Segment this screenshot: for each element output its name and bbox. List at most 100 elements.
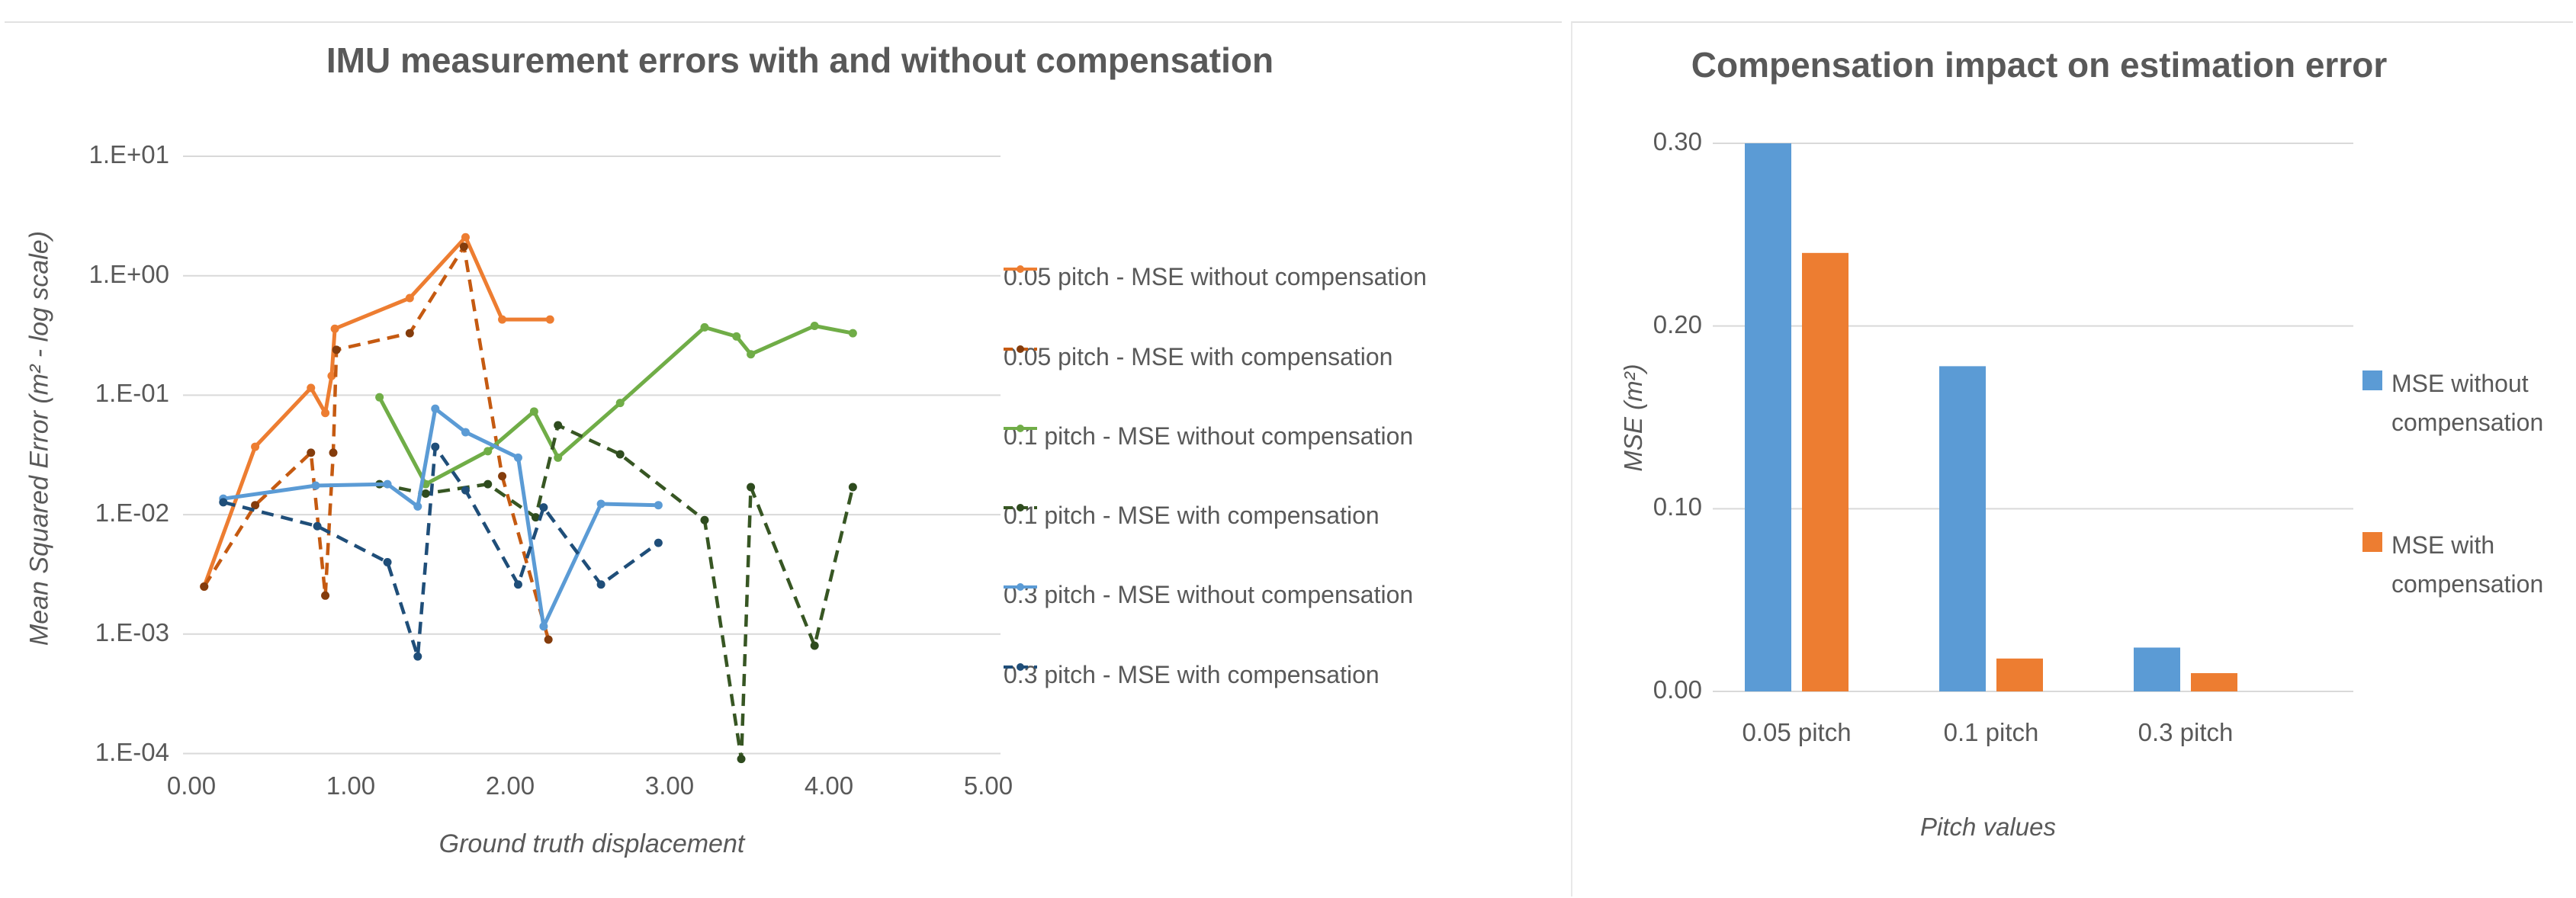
data-point-marker <box>375 393 384 402</box>
x-tick-label: 3.00 <box>644 771 695 800</box>
right-chart-title: Compensation impact on estimation error <box>1691 45 2388 85</box>
legend-swatch-icon <box>2362 370 2382 390</box>
y-tick-label: 0.20 <box>1653 309 1702 338</box>
data-point-marker <box>498 315 507 324</box>
data-point-marker <box>461 428 470 437</box>
series-line-5 <box>223 444 660 659</box>
data-point-marker <box>737 755 746 764</box>
data-point-marker <box>483 447 493 456</box>
y-tick-label: 1.E-01 <box>95 379 169 408</box>
data-point-marker <box>848 329 857 338</box>
data-point-marker <box>431 442 440 451</box>
data-point-marker <box>313 521 322 531</box>
data-point-marker <box>405 329 414 338</box>
data-point-marker <box>498 472 507 481</box>
data-point-marker <box>810 322 819 331</box>
data-point-marker <box>330 324 339 333</box>
data-point-marker <box>461 233 470 242</box>
data-point-marker <box>421 489 430 499</box>
data-point-marker <box>732 332 741 341</box>
legend-item: MSE with compensation <box>2362 526 2574 604</box>
data-point-marker <box>251 442 260 451</box>
x-tick-label: 4.00 <box>804 771 854 800</box>
data-point-marker <box>219 498 228 507</box>
legend-item-label: 0.3 pitch - MSE without compensation <box>1004 581 1414 608</box>
x-tick-label: 1.00 <box>326 771 376 800</box>
x-tick-label: 0.00 <box>166 771 217 800</box>
y-tick-label: 0.30 <box>1653 127 1702 156</box>
data-point-marker <box>545 315 554 324</box>
data-point-marker <box>531 513 540 522</box>
legend-swatch-icon <box>1004 425 1037 432</box>
data-point-marker <box>413 652 422 661</box>
legend-marker <box>1017 425 1024 432</box>
y-tick-label: 0.00 <box>1653 675 1702 704</box>
data-point-marker <box>544 635 553 644</box>
legend-swatch-icon <box>1004 345 1037 353</box>
y-tick-label: 1.E-04 <box>95 737 169 766</box>
legend-item: 0.05 pitch - MSE with compensation <box>1004 343 1392 371</box>
legend-swatch-icon <box>1004 265 1037 273</box>
data-point-marker <box>332 345 341 354</box>
category-label: 0.05 pitch <box>1742 718 1852 746</box>
data-point-marker <box>539 503 548 512</box>
series-line-4 <box>223 406 659 629</box>
legend-item: 0.1 pitch - MSE without compensation <box>1004 422 1413 451</box>
data-point-marker <box>459 242 468 252</box>
data-point-marker <box>747 350 756 359</box>
legend-item-label: 0.05 pitch - MSE without compensation <box>1004 263 1427 290</box>
bar-mse-with-compensation-1 <box>1996 658 2043 691</box>
data-point-marker <box>596 580 605 589</box>
bar-mse-without-compensation-2 <box>2134 647 2180 691</box>
data-point-marker <box>200 582 209 591</box>
legend-item-label: MSE with compensation <box>2391 531 2544 598</box>
data-point-marker <box>529 407 538 416</box>
x-tick-label: 2.00 <box>485 771 535 800</box>
line-chart-panel <box>5 21 1562 896</box>
data-point-marker <box>539 622 548 631</box>
legend-marker <box>1017 504 1024 512</box>
data-point-marker <box>321 591 330 600</box>
data-point-marker <box>596 499 605 508</box>
legend-item: 0.05 pitch - MSE without compensation <box>1004 263 1427 291</box>
right-x-axis-title: Pitch values <box>1920 813 2056 841</box>
line-chart-canvas <box>183 156 1001 764</box>
left-chart-title: IMU measurement errors with and without … <box>326 40 1274 80</box>
data-point-marker <box>405 293 414 303</box>
series-line-1 <box>202 245 551 640</box>
y-tick-label: 1.E+00 <box>88 259 169 288</box>
category-label: 0.3 pitch <box>2138 718 2234 746</box>
data-point-marker <box>554 453 563 462</box>
x-tick-label: 5.00 <box>963 771 1013 800</box>
data-point-marker <box>413 502 422 511</box>
data-point-marker <box>554 421 563 430</box>
y-tick-label: 1.E+01 <box>88 140 169 168</box>
data-point-marker <box>700 515 709 524</box>
y-tick-label: 0.10 <box>1653 492 1702 521</box>
bar-mse-with-compensation-2 <box>2191 673 2237 691</box>
legend-item: 0.3 pitch - MSE with compensation <box>1004 661 1380 689</box>
legend-item-label: 0.3 pitch - MSE with compensation <box>1004 661 1380 688</box>
data-point-marker <box>615 450 625 459</box>
y-tick-label: 1.E-02 <box>95 499 169 528</box>
data-point-marker <box>654 538 663 547</box>
legend-swatch-icon <box>2362 532 2382 552</box>
bar-mse-without-compensation-1 <box>1939 366 1986 691</box>
data-point-marker <box>383 479 392 489</box>
legend-item-label: MSE without compensation <box>2391 370 2544 437</box>
legend-item: MSE without compensation <box>2362 364 2574 442</box>
data-point-marker <box>483 479 493 489</box>
data-point-marker <box>307 448 316 457</box>
bar-chart-panel <box>1571 21 2573 896</box>
data-point-marker <box>513 580 522 589</box>
data-point-marker <box>329 448 338 457</box>
data-point-marker <box>321 409 330 418</box>
category-label: 0.1 pitch <box>1943 718 2039 746</box>
data-point-marker <box>461 486 470 495</box>
data-point-marker <box>654 501 663 510</box>
data-point-marker <box>513 453 522 462</box>
data-point-marker <box>383 557 392 566</box>
legend-item-label: 0.1 pitch - MSE without compensation <box>1004 422 1414 450</box>
